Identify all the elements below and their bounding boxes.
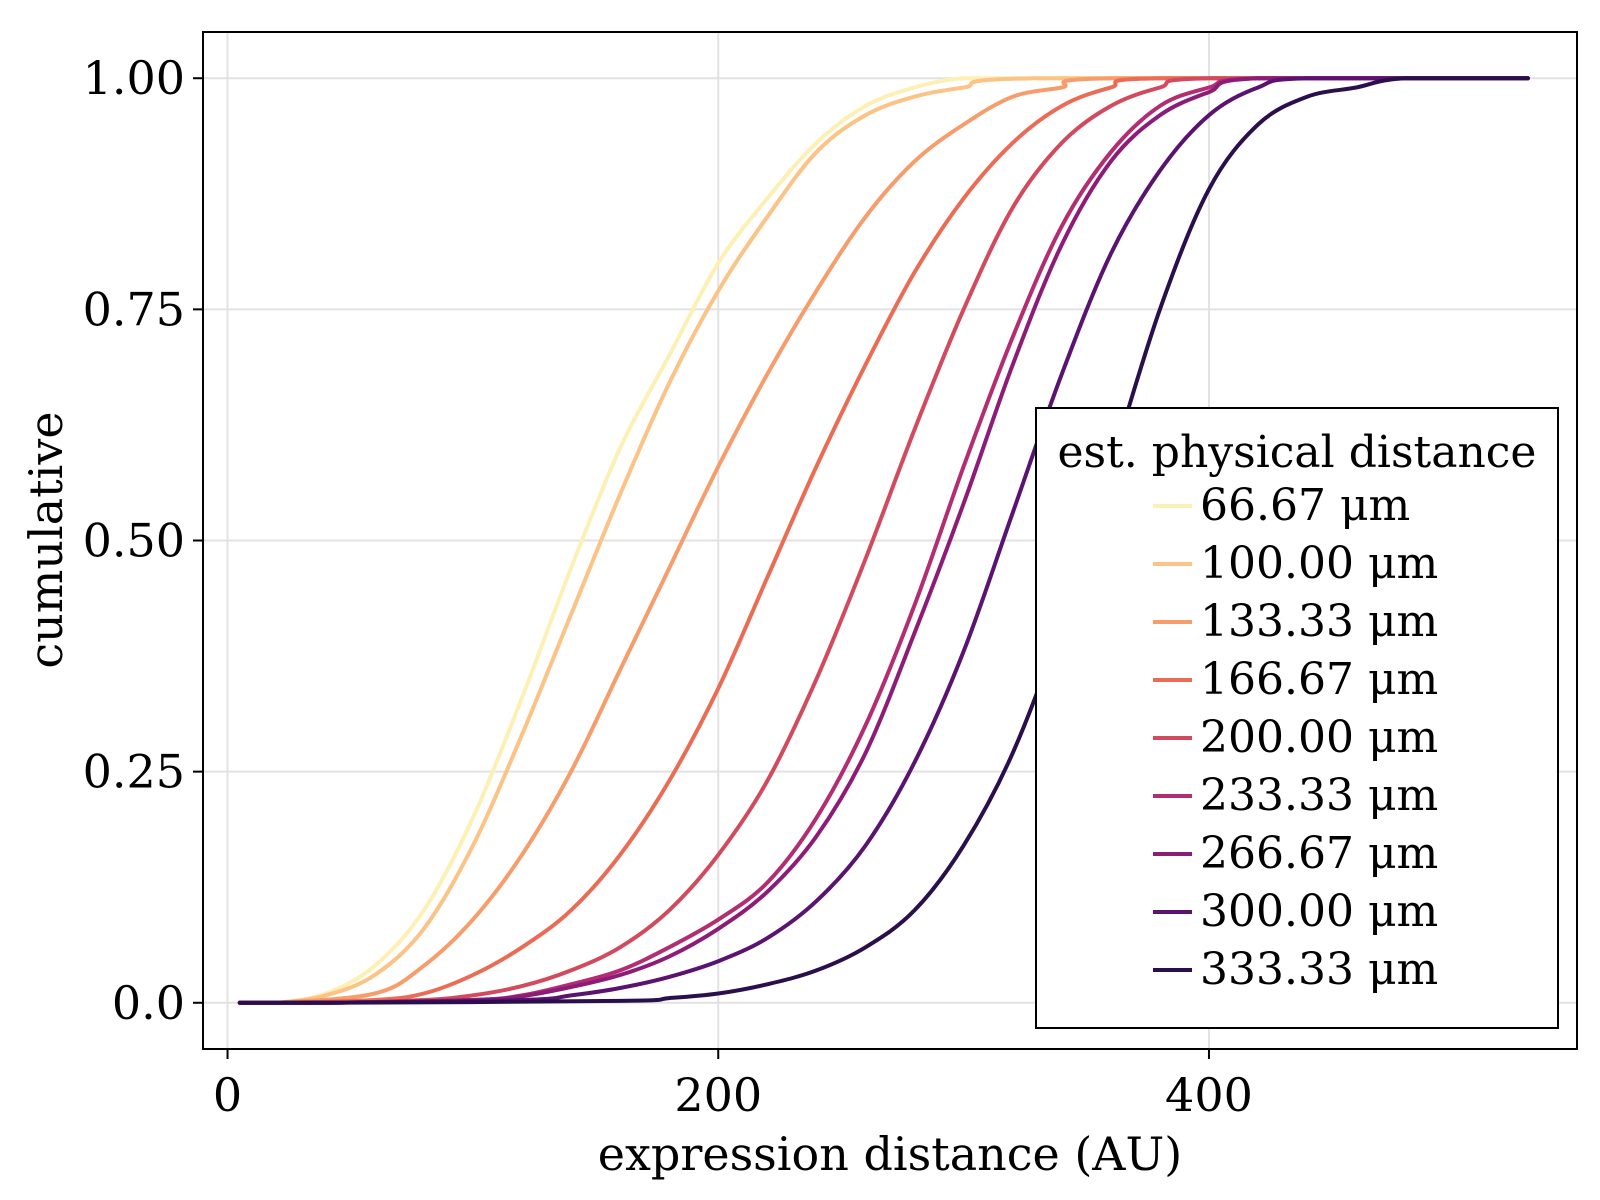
y-tick-label: 1.00 <box>83 51 185 105</box>
legend-label: 300.00 μm <box>1200 886 1438 937</box>
legend-label: 266.67 μm <box>1200 828 1438 879</box>
legend-label: 66.67 μm <box>1200 480 1410 531</box>
legend-label: 166.67 μm <box>1200 654 1438 705</box>
y-tick-label: 0.25 <box>83 745 185 799</box>
legend-label: 333.33 μm <box>1200 944 1438 995</box>
series-line-1 <box>237 76 1530 1005</box>
legend-items: 66.67 μm 100.00 μm 133.33 μm 166.67 μm 200.0… <box>1153 480 1438 995</box>
x-tick-label: 0 <box>213 1068 242 1122</box>
legend-label: 233.33 μm <box>1200 770 1438 821</box>
axis-ticks: 0 200 400 0.0 0.25 0.50 0.75 1.00 <box>83 51 1253 1122</box>
y-axis-label: cumulative <box>19 411 73 668</box>
y-tick-label: 0.75 <box>83 282 185 336</box>
legend-label: 133.33 μm <box>1200 596 1438 647</box>
series-line-4 <box>237 76 1530 1005</box>
series-line-0 <box>237 76 1530 1005</box>
legend-box <box>1035 407 1559 1029</box>
y-tick-label: 0.0 <box>112 976 185 1030</box>
series-lines <box>237 76 1530 1005</box>
legend-title: est. physical distance <box>1058 427 1537 478</box>
y-tick-label: 0.50 <box>83 514 185 568</box>
legend: est. physical distance 66.67 μm 100.00 μm… <box>1035 407 1559 1029</box>
legend-label: 100.00 μm <box>1200 538 1438 589</box>
series-line-2 <box>237 76 1530 1005</box>
series-line-7 <box>237 76 1530 1005</box>
series-line-8 <box>237 76 1530 1005</box>
x-tick-label: 200 <box>674 1068 762 1122</box>
series-line-6 <box>237 76 1530 1005</box>
legend-label: 200.00 μm <box>1200 712 1438 763</box>
x-axis-label: expression distance (AU) <box>598 1127 1182 1181</box>
x-tick-label: 400 <box>1165 1068 1253 1122</box>
series-line-3 <box>237 76 1530 1005</box>
